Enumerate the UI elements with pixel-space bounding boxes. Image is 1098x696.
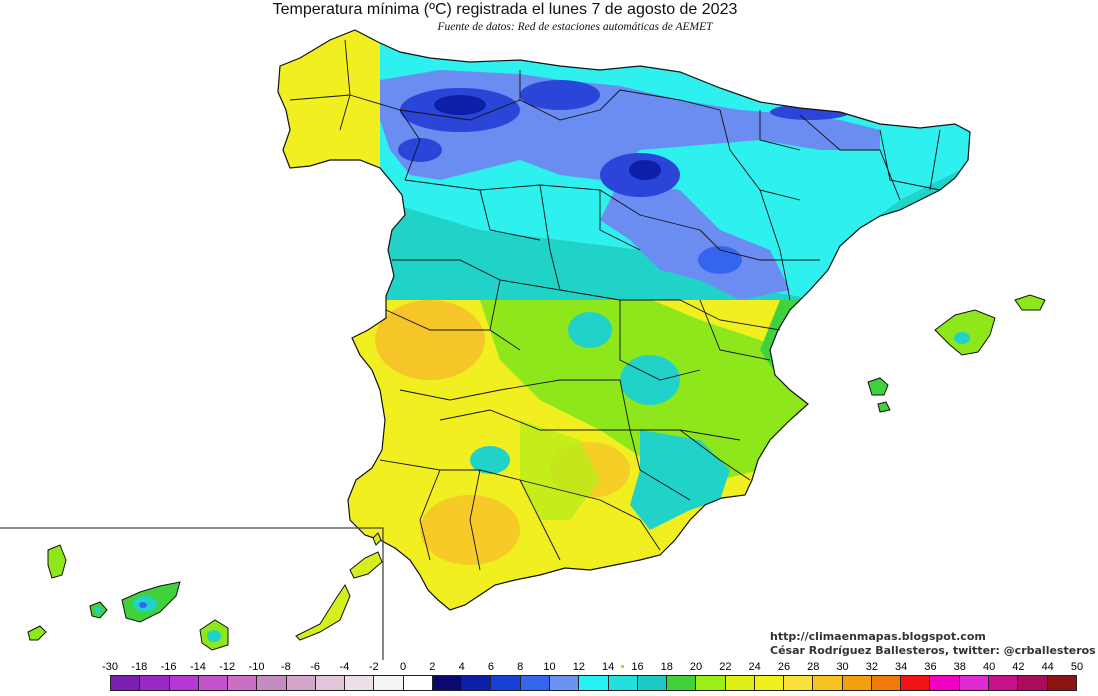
legend-tick-label: 42 bbox=[1012, 661, 1025, 673]
legend-tick-label: 50 bbox=[1070, 661, 1084, 673]
legend-tick-label: -2 bbox=[368, 661, 379, 673]
legend-tick-label: 6 bbox=[487, 661, 494, 673]
legend-tick-label: 16 bbox=[631, 661, 644, 673]
legend-swatch bbox=[901, 676, 931, 690]
legend-swatch bbox=[725, 676, 755, 690]
legend-tick-label: 22 bbox=[719, 661, 732, 673]
legend-swatch bbox=[228, 676, 258, 690]
legend-color-bar bbox=[110, 675, 1077, 691]
legend-tick-labels: -30 -18 -16 -14 -12 -10 -8 -6 -4 -2 0 2 4 6 8 10 12 14 16 1… bbox=[0, 661, 1098, 675]
legend-tick-label: 14 bbox=[602, 661, 615, 673]
legend-tick-label: -6 bbox=[310, 661, 320, 673]
legend-tick-label: 0 bbox=[399, 661, 407, 673]
legend-tick-label: -10 bbox=[248, 661, 265, 673]
legend-tick-label: 28 bbox=[807, 661, 820, 673]
legend-tick-label: -18 bbox=[131, 661, 148, 673]
legend-tick-label: 10 bbox=[543, 661, 556, 673]
legend-swatch bbox=[520, 676, 550, 690]
legend-tick-label: 4 bbox=[458, 661, 465, 673]
legend-swatch bbox=[842, 676, 872, 690]
blog-credit: http://climaenmapas.blogspot.com bbox=[770, 630, 986, 643]
legend-swatch bbox=[784, 676, 814, 690]
legend-swatch bbox=[608, 676, 638, 690]
legend-swatch bbox=[754, 676, 785, 690]
legend-tick-label: 26 bbox=[777, 661, 791, 673]
legend-swatch bbox=[462, 676, 492, 690]
legend-tick-label: 12 bbox=[572, 661, 585, 673]
legend-tick-label: -4 bbox=[339, 661, 350, 673]
legend-swatch bbox=[140, 676, 170, 690]
temperature-map bbox=[0, 29, 1046, 660]
legend-tick-label: -8 bbox=[280, 661, 291, 673]
legend-swatch bbox=[871, 676, 902, 690]
legend-swatch bbox=[257, 676, 287, 690]
canary-islands bbox=[27, 532, 383, 651]
legend-swatch bbox=[930, 676, 960, 690]
legend-swatch bbox=[286, 676, 316, 690]
legend-tick-label: 20 bbox=[689, 661, 703, 673]
province-borders bbox=[289, 39, 941, 571]
legend-swatch bbox=[403, 676, 433, 690]
legend-swatch bbox=[667, 676, 697, 690]
map-subtitle: Fuente de datos: Red de estaciones autom… bbox=[437, 21, 713, 33]
legend-swatch bbox=[111, 676, 141, 690]
legend-swatch bbox=[345, 676, 375, 690]
legend-tick-label: 34 bbox=[895, 661, 908, 673]
legend-swatch bbox=[169, 676, 199, 690]
legend-swatch bbox=[579, 676, 609, 690]
legend-tick-label: 2 bbox=[429, 661, 436, 673]
legend-tick-label: 36 bbox=[924, 661, 937, 673]
legend-tick-label: 38 bbox=[953, 661, 966, 673]
legend-swatch bbox=[959, 676, 989, 690]
canary-inset-frame bbox=[0, 527, 384, 660]
legend-swatch bbox=[696, 676, 726, 690]
map-title: Temperatura mínima (ºC) registrada el lu… bbox=[272, 1, 738, 18]
legend-tick-label: -16 bbox=[160, 661, 177, 673]
legend-tick-label: 44 bbox=[1041, 661, 1054, 673]
legend-swatch bbox=[198, 676, 229, 690]
legend-swatch bbox=[637, 676, 668, 690]
legend-tick-label: 18 bbox=[660, 661, 673, 673]
legend-swatch bbox=[491, 676, 521, 690]
legend-swatch bbox=[315, 676, 346, 690]
legend-marker-dot bbox=[621, 665, 624, 668]
balearic-islands bbox=[867, 294, 1046, 413]
legend-swatch bbox=[432, 676, 463, 690]
legend-tick-label: 32 bbox=[865, 661, 878, 673]
legend-tick-label: -30 bbox=[102, 661, 118, 673]
legend-swatch bbox=[1018, 676, 1048, 690]
legend-swatch bbox=[813, 676, 843, 690]
legend-tick-label: 40 bbox=[982, 661, 996, 673]
legend-tick-label: -12 bbox=[219, 661, 236, 673]
author-credit: César Rodríguez Ballesteros, twitter: @c… bbox=[770, 644, 1096, 657]
legend-swatch bbox=[374, 676, 404, 690]
legend-swatch bbox=[988, 676, 1019, 690]
legend-tick-label: 24 bbox=[748, 661, 761, 673]
legend-swatch bbox=[1047, 676, 1076, 690]
legend-tick-label: 8 bbox=[517, 661, 524, 673]
legend-swatch bbox=[549, 676, 580, 690]
legend-tick-label: -14 bbox=[189, 661, 206, 673]
legend-tick-label: 30 bbox=[836, 661, 849, 673]
